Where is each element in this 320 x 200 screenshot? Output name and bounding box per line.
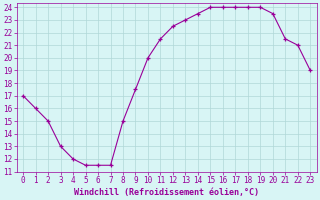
X-axis label: Windchill (Refroidissement éolien,°C): Windchill (Refroidissement éolien,°C) bbox=[74, 188, 259, 197]
